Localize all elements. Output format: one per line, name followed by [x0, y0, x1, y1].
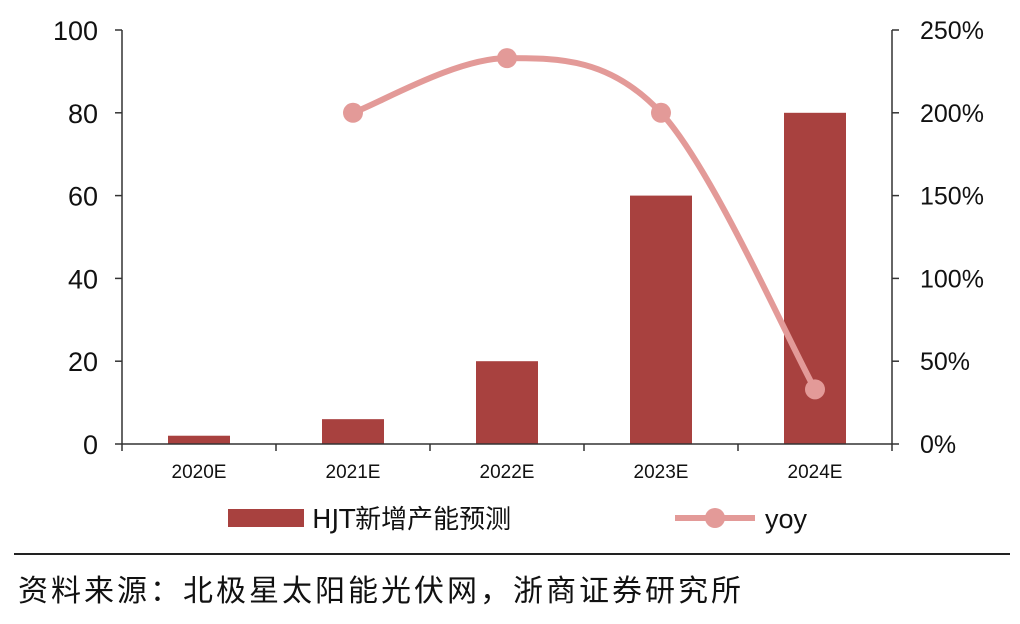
right-tick-label: 0%: [920, 431, 956, 459]
x-tick-label: 2023E: [634, 462, 689, 483]
x-tick-label: 2020E: [172, 462, 227, 483]
source-divider: [14, 553, 1010, 555]
bar-2023E: [630, 195, 692, 444]
left-tick-label: 20: [68, 347, 98, 377]
source-note: 资料来源：北极星太阳能光伏网，浙商证券研究所: [18, 574, 744, 609]
bar-2020E: [168, 435, 230, 444]
yoy-point-2021E: [343, 102, 363, 123]
legend-line-label: yoy: [765, 504, 808, 534]
x-tick-label: 2024E: [788, 462, 843, 483]
left-tick-label: 60: [68, 182, 98, 212]
legend-bar-swatch: [228, 509, 304, 527]
yoy-point-2024E: [805, 379, 825, 400]
right-tick-label: 150%: [920, 183, 984, 211]
bar-2022E: [476, 361, 538, 444]
combo-chart: 0 20 40 60 80 100 0% 50% 100% 150% 200% 250% 2020E 20…: [53, 16, 984, 535]
legend-line-marker: [705, 508, 725, 528]
left-tick-label: 0: [83, 430, 98, 460]
yoy-point-2023E: [651, 102, 671, 123]
right-tick-label: 200%: [920, 100, 984, 128]
x-tick-label: 2022E: [480, 462, 535, 483]
left-tick-label: 100: [53, 16, 98, 46]
yoy-point-2022E: [497, 48, 517, 69]
right-tick-label: 250%: [920, 17, 984, 45]
left-tick-label: 40: [68, 264, 98, 294]
left-tick-label: 80: [68, 99, 98, 129]
right-tick-label: 50%: [920, 348, 970, 376]
bar-2021E: [322, 419, 384, 444]
yoy-line: [351, 55, 818, 391]
legend-bar-label: HJT新增产能预测: [312, 505, 511, 535]
right-tick-label: 100%: [920, 265, 984, 293]
x-tick-label: 2021E: [326, 462, 381, 483]
